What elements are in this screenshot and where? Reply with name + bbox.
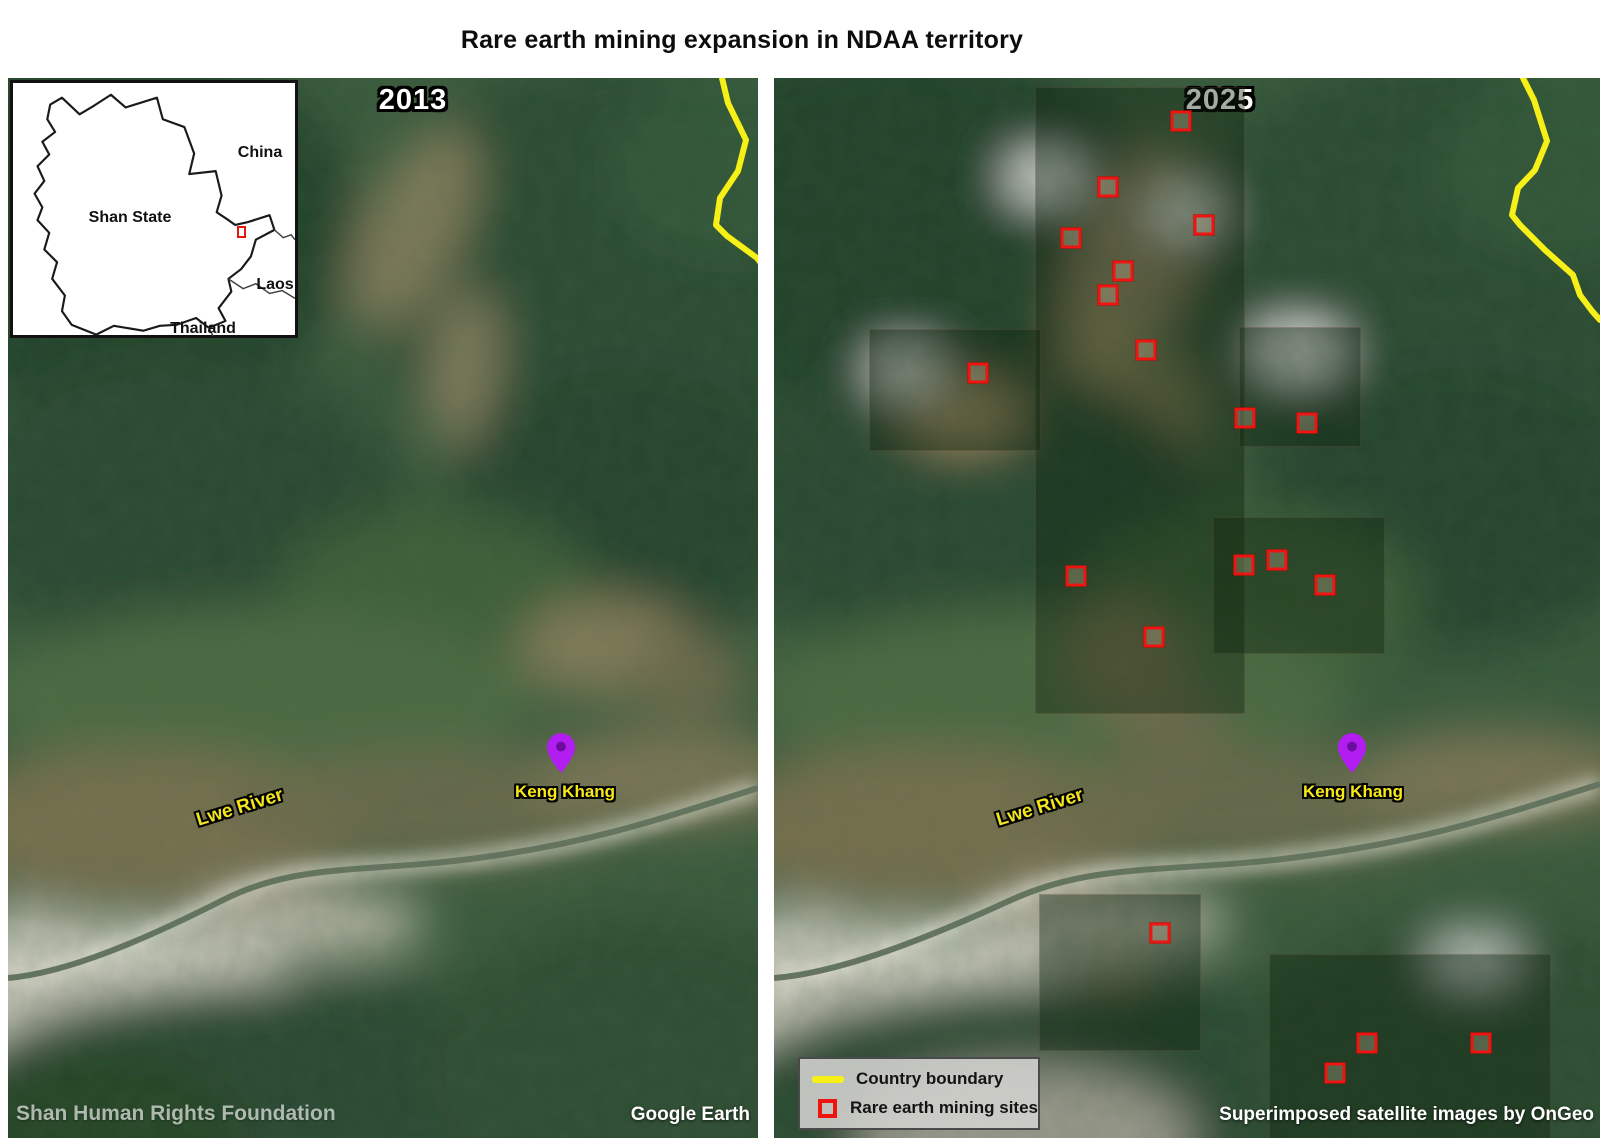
mining-site-marker <box>1314 574 1336 596</box>
inset-area-marker <box>237 226 246 238</box>
year-label-2025: 2025 <box>1185 84 1255 116</box>
shan-state-outline-map <box>33 93 295 336</box>
inset-label-thailand: Thailand <box>170 320 236 337</box>
mining-site-marker <box>1170 110 1192 132</box>
mining-site-marker <box>1135 339 1157 361</box>
mining-site-marker <box>1356 1032 1378 1054</box>
mining-site-marker <box>1296 412 1318 433</box>
legend-label: Country boundary <box>856 1069 1004 1088</box>
keng-khang-pin-2025 <box>1338 733 1366 778</box>
mining-site-swatch <box>818 1098 837 1118</box>
mining-site-marker <box>1097 176 1119 198</box>
legend-label: Rare earth mining sites <box>850 1098 1039 1117</box>
mining-site-marker <box>1234 407 1256 429</box>
mining-site-marker <box>1143 626 1165 648</box>
legend-item-mining-sites: Rare earth mining sites <box>812 1098 1038 1118</box>
mining-site-marker <box>1097 284 1119 306</box>
superimposed-tile <box>1038 894 1202 1051</box>
inset-label-laos: Laos <box>256 276 294 293</box>
superimposed-tile <box>1034 86 1245 714</box>
mining-site-marker <box>1060 227 1082 249</box>
country-boundary-line-2025 <box>1509 78 1600 323</box>
superimposed-tile <box>868 329 1041 452</box>
satellite-panel-2025: 2025 Keng Khang Lwe River Country bounda… <box>774 78 1600 1138</box>
inset-label-china: China <box>237 144 283 161</box>
credit-shan-human-rights-foundation: Shan Human Rights Foundation <box>16 1102 336 1125</box>
mining-site-marker <box>1266 549 1288 571</box>
mining-site-marker <box>1112 260 1134 282</box>
map-legend: Country boundary Rare earth mining sites <box>798 1057 1040 1130</box>
keng-khang-label-2025: Keng Khang <box>1302 782 1404 801</box>
mining-site-marker <box>1065 565 1087 587</box>
mining-site-marker <box>967 362 989 384</box>
mining-site-marker <box>1324 1062 1346 1084</box>
country-boundary-swatch <box>812 1075 844 1083</box>
mining-site-marker <box>1149 922 1171 944</box>
credit-google-earth: Google Earth <box>630 1104 750 1125</box>
superimposed-tile <box>1268 953 1551 1138</box>
mining-site-marker <box>1193 214 1215 236</box>
page-title: Rare earth mining expansion in NDAA terr… <box>460 26 1024 54</box>
legend-item-country-boundary: Country boundary <box>812 1069 1026 1089</box>
credit-ongeo: Superimposed satellite images by OnGeo <box>1219 1104 1594 1125</box>
keng-khang-pin-2013 <box>547 733 575 778</box>
inset-label-shan-state: Shan State <box>88 209 172 226</box>
mining-site-marker <box>1470 1032 1492 1054</box>
superimposed-tile <box>1238 327 1361 447</box>
satellite-panel-2013: 2013 China Shan State Laos Thailand Keng… <box>8 78 758 1138</box>
mining-sites-layer <box>774 78 1600 1138</box>
mining-site-marker <box>1233 554 1255 576</box>
year-label-2013: 2013 <box>378 84 448 116</box>
locator-inset-map: China Shan State Laos Thailand <box>10 80 298 338</box>
keng-khang-label-2013: Keng Khang <box>514 782 616 801</box>
superimposed-tile <box>1213 516 1386 654</box>
country-boundary-line-2013 <box>713 78 758 265</box>
